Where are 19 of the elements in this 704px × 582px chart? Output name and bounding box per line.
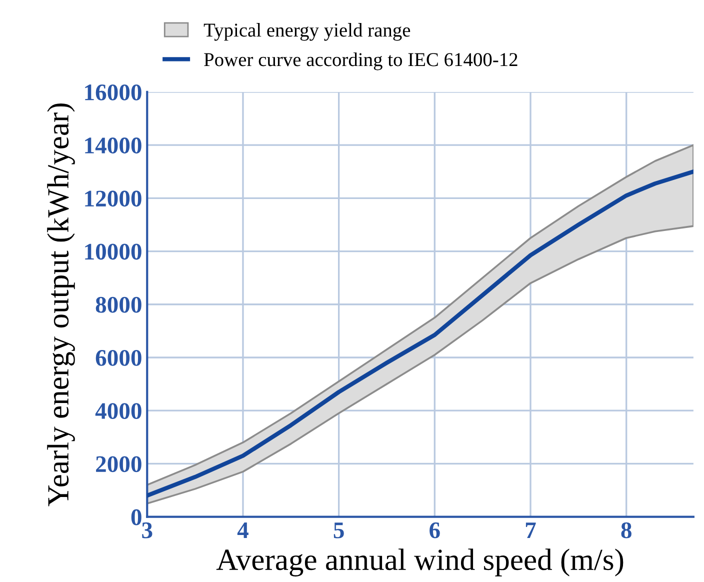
y-tick-label: 2000 — [96, 456, 142, 472]
y-tick-label: 0 — [131, 509, 142, 526]
x-axis-title: Average annual wind speed (m/s) — [216, 548, 624, 576]
x-tick-label: 7 — [526, 522, 536, 538]
y-tick-label: 10000 — [85, 244, 142, 260]
x-tick-label: 8 — [621, 522, 632, 538]
x-tick-label: 6 — [430, 522, 440, 538]
y-tick-label: 6000 — [96, 350, 142, 366]
legend-label: Typical energy yield range — [204, 23, 410, 41]
x-tick-label: 3 — [142, 522, 152, 538]
x-tick-label: 5 — [334, 522, 344, 538]
y-tick-label: 8000 — [96, 296, 142, 313]
y-tick-label: 14000 — [85, 138, 142, 154]
y-axis-title: Yearly energy output (kWh/year) — [47, 103, 75, 506]
legend-label: Power curve according to IEC 61400-12 — [204, 52, 518, 70]
y-tick-label: 16000 — [85, 84, 142, 100]
y-tick-label: 12000 — [85, 190, 142, 207]
y-tick-label: 4000 — [95, 403, 142, 420]
x-tick-label: 4 — [237, 522, 248, 538]
